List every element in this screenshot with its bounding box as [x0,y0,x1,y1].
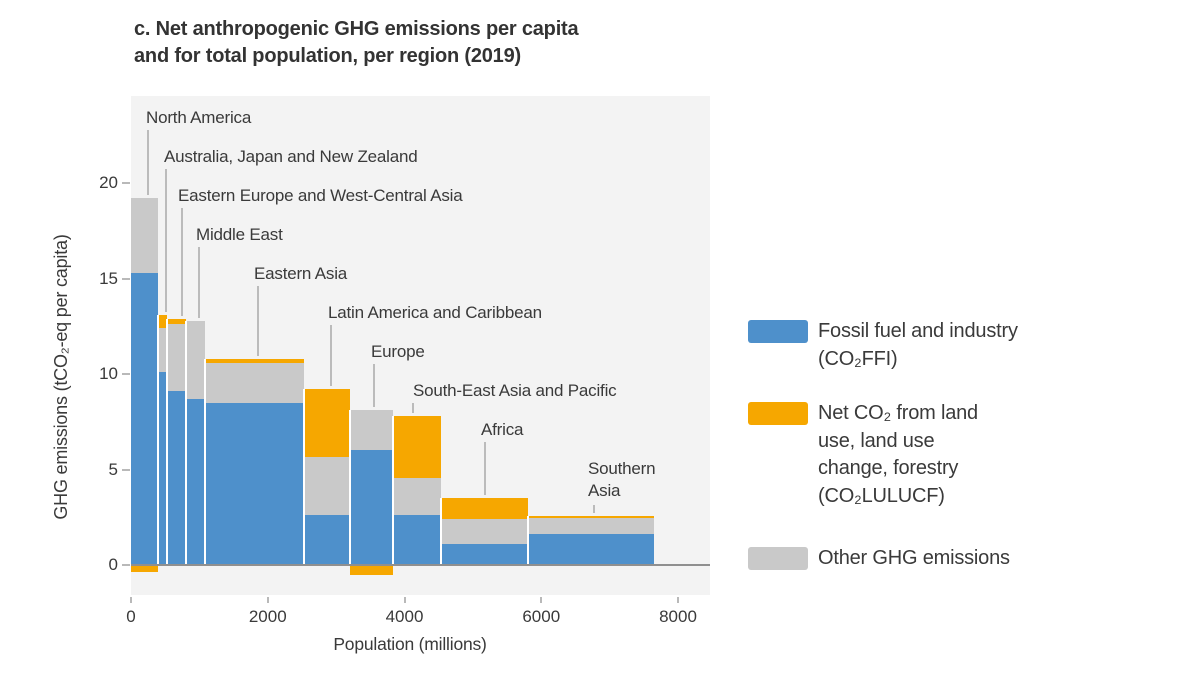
bar-segment-lulucf-negative [350,565,393,575]
bar-segment-ffi [167,391,186,565]
bar-segment-other-ghg [392,478,441,516]
bar-segment-ffi [527,534,655,565]
bar-segment-ffi [157,372,168,565]
legend-item-other: Other GHG emissions [748,545,1010,573]
x-tick-label: 4000 [385,607,424,626]
bar-segment-lulucf-negative [131,565,158,572]
region-leader-line [373,364,375,408]
x-tick-mark [677,597,679,603]
bar-segment-lulucf [440,498,528,520]
bar-segment-ffi [350,450,393,565]
bar-segment-other-ghg [185,320,205,399]
bar-segment-ffi [204,402,304,565]
y-tick-label: 5 [108,459,118,479]
y-tick-mark [122,564,130,566]
legend-item-lulucf: Net CO₂ from land use, land use change, … [748,400,978,510]
region-leader-line [412,403,414,414]
bar-divider [391,416,394,565]
region-label: Southern Asia [588,459,656,500]
bar-divider [526,516,529,565]
bar-segment-other-ghg [204,362,304,403]
x-tick-mark [403,597,406,603]
y-axis-label: GHG emissions (tCO₂-eq per capita) [51,234,71,520]
y-tick-mark [122,468,130,471]
bar-segment-other-ghg [167,324,186,392]
region-label: Europe [371,342,425,361]
bar-segment-lulucf [303,389,351,458]
x-tick-mark [540,597,543,603]
region-leader-line [484,442,486,496]
region-label: Eastern Europe and West-Central Asia [178,186,463,205]
y-tick-mark [122,373,130,375]
region-label: Middle East [196,225,283,244]
region-leader-line [330,325,332,387]
bar-segment-lulucf [167,318,186,325]
bar-segment-ffi [131,272,158,565]
x-tick-label: 6000 [522,607,561,626]
region-leader-line [198,247,200,318]
y-tick-label: 0 [108,555,118,574]
legend-label-lulucf: Net CO₂ from land use, land use change, … [818,402,978,507]
region-label: North America [146,108,252,127]
bar-divider [156,314,159,565]
zero-line [131,564,710,566]
region-label: South-East Asia and Pacific [413,381,617,400]
bar-segment-other-ghg [440,519,528,544]
legend-swatch-other [748,547,808,570]
bar-divider [166,318,169,565]
y-tick-label: 15 [99,268,118,288]
bar-segment-ffi [392,515,441,565]
bar-segment-other-ghg [350,410,393,451]
bar-divider [302,389,305,565]
bar-segment-ffi [185,398,205,565]
region-leader-line [593,505,595,514]
bar-segment-ffi [303,515,351,565]
legend-swatch-ffi [748,320,808,343]
bar-segment-lulucf [527,516,655,519]
y-tick-mark [122,277,130,280]
x-axis-label: Population (millions) [333,634,487,654]
x-tick-label: 2000 [248,607,287,626]
bar-divider [439,498,442,565]
legend-swatch-lulucf [748,402,808,425]
legend-label-ffi: Fossil fuel and industry (CO₂FFI) [818,320,1018,370]
region-leader-line [165,169,167,312]
x-tick-mark [266,597,269,603]
bar-segment-lulucf [392,416,441,479]
region-label: Australia, Japan and New Zealand [164,147,418,166]
bar-segment-other-ghg [303,457,351,516]
legend-item-ffi: Fossil fuel and industry (CO₂FFI) [748,318,1018,373]
x-tick-label: 8000 [659,607,697,626]
bar-segment-lulucf [204,358,304,363]
bar-segment-lulucf [157,314,168,329]
bar-divider [203,358,206,565]
y-tick-label: 20 [99,173,118,192]
y-tick-mark [122,182,130,184]
bar-segment-other-ghg [131,198,158,273]
region-label: Eastern Asia [254,264,348,283]
x-tick-label: 0 [126,607,136,626]
region-leader-line [257,286,259,356]
region-leader-line [181,208,183,316]
region-label: Africa [481,420,524,439]
region-leader-line [147,130,149,196]
bar-divider [184,320,187,565]
bar-segment-other-ghg [157,328,168,373]
y-tick-label: 10 [99,364,118,383]
legend-label-other: Other GHG emissions [818,547,1010,569]
x-tick-mark [130,597,132,603]
bar-segment-ffi [440,543,528,565]
figure-title: c. Net anthropogenic GHG emissions per c… [134,18,579,67]
bar-divider [349,410,352,565]
region-label: Latin America and Caribbean [328,303,542,322]
bar-segment-other-ghg [527,518,655,535]
